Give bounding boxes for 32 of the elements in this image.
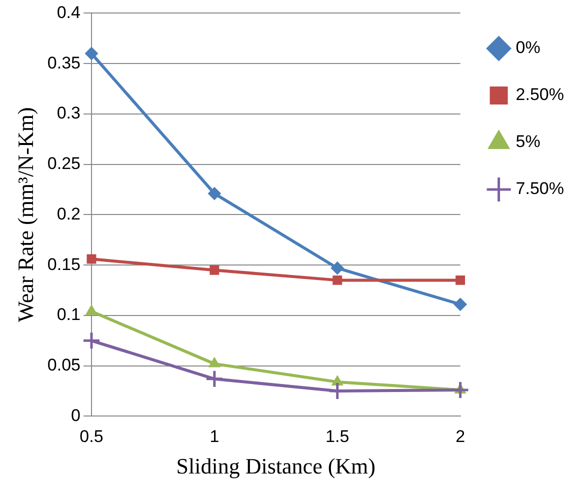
point: [454, 298, 467, 311]
y-tick-label: 0.15: [47, 254, 80, 274]
legend-label: 2.50%: [516, 85, 564, 104]
point: [328, 382, 347, 400]
y-tick-label: 0.1: [56, 305, 80, 324]
x-axis-title: Sliding Distance (Km): [176, 454, 376, 479]
y-tick-label: 0.3: [56, 104, 80, 123]
point: [208, 357, 220, 368]
point: [332, 275, 342, 285]
point: [330, 262, 344, 275]
x-tick-label: 2: [456, 427, 466, 446]
y-tick-label: 0.35: [47, 53, 80, 72]
y-tick-label: 0.25: [47, 154, 80, 174]
y-tick-label: 0.2: [56, 204, 80, 224]
legend-label: 0%: [516, 38, 540, 58]
y-tick-label: 0.4: [56, 2, 80, 22]
point: [82, 331, 101, 350]
y-axis-title: Wear Rate (mm³/N-Km): [12, 107, 38, 322]
point: [210, 265, 220, 275]
legend-label: 5%: [516, 132, 540, 152]
y-tick-label: 0.05: [47, 356, 80, 375]
legend-label: 7.50%: [516, 179, 564, 198]
x-tick-label: 1: [210, 427, 220, 446]
point: [456, 275, 466, 285]
x-tick-label: 0.5: [80, 427, 104, 446]
point: [86, 304, 98, 315]
point: [208, 187, 221, 200]
point: [84, 47, 98, 60]
point: [86, 254, 96, 264]
y-tick-label: 0: [71, 406, 80, 425]
point: [205, 370, 224, 388]
x-tick-label: 1.5: [326, 427, 350, 446]
